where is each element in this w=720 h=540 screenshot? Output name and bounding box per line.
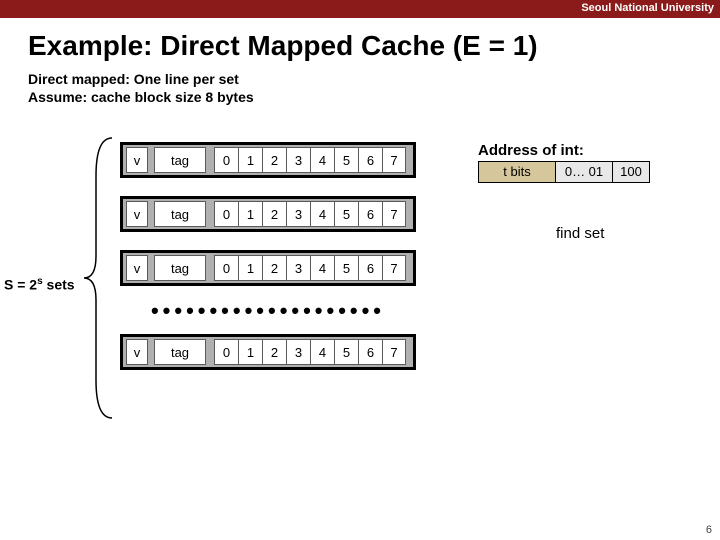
addr-s-bits: 0… 01 bbox=[555, 161, 613, 183]
tag-cell: tag bbox=[154, 147, 206, 173]
byte-cell: 4 bbox=[310, 339, 334, 365]
valid-cell: v bbox=[126, 339, 148, 365]
cache-row: v tag 0 1 2 3 4 5 6 7 bbox=[120, 334, 416, 370]
tag-cell: tag bbox=[154, 255, 206, 281]
byte-cell: 0 bbox=[214, 147, 238, 173]
byte-cell: 5 bbox=[334, 201, 358, 227]
cache-rows: v tag 0 1 2 3 4 5 6 7 v tag 0 1 2 3 4 bbox=[120, 142, 416, 388]
byte-cell: 6 bbox=[358, 201, 382, 227]
byte-cell: 2 bbox=[262, 201, 286, 227]
valid-cell: v bbox=[126, 201, 148, 227]
byte-cell: 7 bbox=[382, 147, 406, 173]
byte-cell: 5 bbox=[334, 339, 358, 365]
byte-cells: 0 1 2 3 4 5 6 7 bbox=[214, 339, 406, 365]
byte-cell: 7 bbox=[382, 201, 406, 227]
byte-cell: 2 bbox=[262, 339, 286, 365]
byte-cell: 1 bbox=[238, 339, 262, 365]
cache-row: v tag 0 1 2 3 4 5 6 7 bbox=[120, 142, 416, 178]
cache-row: v tag 0 1 2 3 4 5 6 7 bbox=[120, 250, 416, 286]
byte-cell: 3 bbox=[286, 147, 310, 173]
tag-cell: tag bbox=[154, 339, 206, 365]
subtitle-1: Direct mapped: One line per set bbox=[28, 70, 720, 88]
valid-cell: v bbox=[126, 255, 148, 281]
page-number: 6 bbox=[706, 524, 712, 536]
address-box: t bits0… 01100 bbox=[478, 161, 649, 183]
byte-cells: 0 1 2 3 4 5 6 7 bbox=[214, 147, 406, 173]
sets-label-suffix: sets bbox=[43, 277, 75, 293]
byte-cell: 7 bbox=[382, 255, 406, 281]
byte-cell: 0 bbox=[214, 339, 238, 365]
byte-cell: 6 bbox=[358, 255, 382, 281]
find-set-label: find set bbox=[556, 225, 649, 242]
byte-cell: 4 bbox=[310, 201, 334, 227]
byte-cell: 5 bbox=[334, 147, 358, 173]
byte-cell: 3 bbox=[286, 255, 310, 281]
byte-cell: 0 bbox=[214, 201, 238, 227]
brace-icon bbox=[82, 136, 116, 420]
byte-cell: 3 bbox=[286, 339, 310, 365]
byte-cell: 5 bbox=[334, 255, 358, 281]
byte-cells: 0 1 2 3 4 5 6 7 bbox=[214, 201, 406, 227]
byte-cell: 7 bbox=[382, 339, 406, 365]
addr-b-bits: 100 bbox=[612, 161, 650, 183]
byte-cell: 4 bbox=[310, 147, 334, 173]
address-label: Address of int: bbox=[478, 142, 649, 159]
byte-cell: 2 bbox=[262, 147, 286, 173]
byte-cells: 0 1 2 3 4 5 6 7 bbox=[214, 255, 406, 281]
address-panel: Address of int: t bits0… 01100 find set bbox=[478, 142, 649, 242]
byte-cell: 0 bbox=[214, 255, 238, 281]
subtitle-2: Assume: cache block size 8 bytes bbox=[28, 88, 720, 106]
byte-cell: 6 bbox=[358, 147, 382, 173]
institution-label: Seoul National University bbox=[581, 2, 714, 14]
ellipsis-dots: •••••••••••••••••••• bbox=[120, 298, 416, 324]
byte-cell: 1 bbox=[238, 147, 262, 173]
byte-cell: 4 bbox=[310, 255, 334, 281]
byte-cell: 1 bbox=[238, 255, 262, 281]
valid-cell: v bbox=[126, 147, 148, 173]
addr-t-bits: t bits bbox=[478, 161, 556, 183]
slide-title: Example: Direct Mapped Cache (E = 1) bbox=[28, 30, 720, 62]
tag-cell: tag bbox=[154, 201, 206, 227]
sets-label: S = 2s sets bbox=[4, 276, 75, 293]
cache-row: v tag 0 1 2 3 4 5 6 7 bbox=[120, 196, 416, 232]
header-bar: Seoul National University bbox=[0, 0, 720, 18]
byte-cell: 6 bbox=[358, 339, 382, 365]
byte-cell: 2 bbox=[262, 255, 286, 281]
sets-label-prefix: S = 2 bbox=[4, 277, 37, 293]
byte-cell: 1 bbox=[238, 201, 262, 227]
byte-cell: 3 bbox=[286, 201, 310, 227]
